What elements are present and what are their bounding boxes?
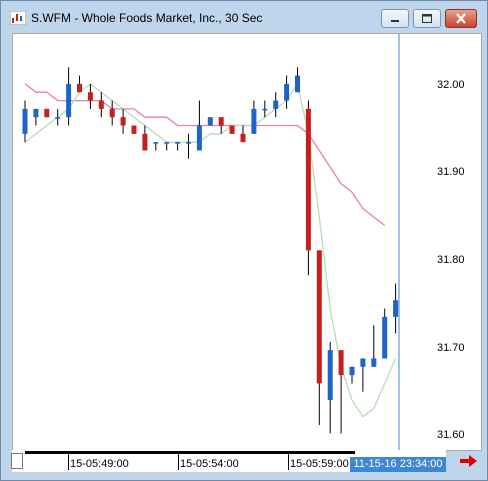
minimize-icon xyxy=(391,20,399,22)
candle-body[interactable] xyxy=(87,92,93,101)
candle-body[interactable] xyxy=(305,108,311,251)
y-tick-label: 32.00 xyxy=(437,79,465,91)
candle-body[interactable] xyxy=(175,142,181,144)
y-tick-label: 31.90 xyxy=(437,166,465,178)
fast-moving-average-line xyxy=(24,82,397,418)
candle-body[interactable] xyxy=(273,100,279,109)
x-tick-label: 15-05:49:00 xyxy=(70,458,129,470)
price-chart-plot[interactable] xyxy=(12,33,430,451)
candle-body[interactable] xyxy=(240,133,246,143)
candle-body[interactable] xyxy=(33,108,39,118)
candle-body[interactable] xyxy=(295,75,300,93)
minimize-button[interactable] xyxy=(381,9,409,28)
candle-body[interactable] xyxy=(66,83,72,118)
y-tick-label: 31.70 xyxy=(437,342,465,354)
y-tick-label: 31.80 xyxy=(437,254,465,266)
x-tick xyxy=(178,452,179,470)
chart-icon xyxy=(10,11,26,25)
candle-body[interactable] xyxy=(393,300,399,317)
candle-body[interactable] xyxy=(142,133,148,151)
autoscroll-checkbox[interactable] xyxy=(11,453,23,469)
candle-body[interactable] xyxy=(131,125,137,134)
candle-body[interactable] xyxy=(120,117,126,126)
y-tick-label: 31.60 xyxy=(437,429,465,441)
candle-body[interactable] xyxy=(251,108,257,134)
slow-moving-average-line xyxy=(24,83,386,226)
time-axis xyxy=(12,450,446,472)
scroll-right-arrow-icon[interactable] xyxy=(459,453,479,469)
candle-body[interactable] xyxy=(186,142,191,144)
candle-body[interactable] xyxy=(371,358,377,367)
time-scroll-track[interactable] xyxy=(25,451,355,454)
close-button[interactable] xyxy=(445,9,477,28)
x-tick xyxy=(68,452,69,470)
candle-body[interactable] xyxy=(327,350,333,401)
price-axis xyxy=(429,33,482,451)
candle-body[interactable] xyxy=(338,350,344,376)
maximize-button[interactable] xyxy=(413,9,441,28)
candle-body[interactable] xyxy=(316,250,322,384)
maximize-icon xyxy=(422,14,432,23)
x-tick xyxy=(288,452,289,470)
candle-body[interactable] xyxy=(218,117,224,126)
candle-body[interactable] xyxy=(284,83,290,101)
candle-body[interactable] xyxy=(164,142,170,144)
window-title: S.WFM - Whole Foods Market, Inc., 30 Sec xyxy=(31,11,263,25)
candle-body[interactable] xyxy=(262,108,268,111)
candle-body[interactable] xyxy=(229,125,235,134)
candle-body[interactable] xyxy=(360,358,366,367)
x-tick-label: 15-05:54:00 xyxy=(180,458,239,470)
candle-body[interactable] xyxy=(55,117,61,119)
candle-body[interactable] xyxy=(44,108,50,118)
candle-body[interactable] xyxy=(22,108,28,134)
candle-body[interactable] xyxy=(109,108,115,118)
candle-body[interactable] xyxy=(207,117,213,126)
candle-body[interactable] xyxy=(349,366,355,376)
candle-body[interactable] xyxy=(98,100,104,109)
candle-body[interactable] xyxy=(77,83,82,93)
cursor-time-label: 11-15-16 23:34:00 xyxy=(350,457,446,472)
title-bar[interactable]: S.WFM - Whole Foods Market, Inc., 30 Sec xyxy=(1,1,487,31)
candle-body[interactable] xyxy=(382,316,388,359)
candle-body[interactable] xyxy=(153,142,159,144)
close-icon xyxy=(456,13,466,24)
candle-body[interactable] xyxy=(196,125,202,151)
x-tick-label: 15-05:59:00 xyxy=(290,458,349,470)
